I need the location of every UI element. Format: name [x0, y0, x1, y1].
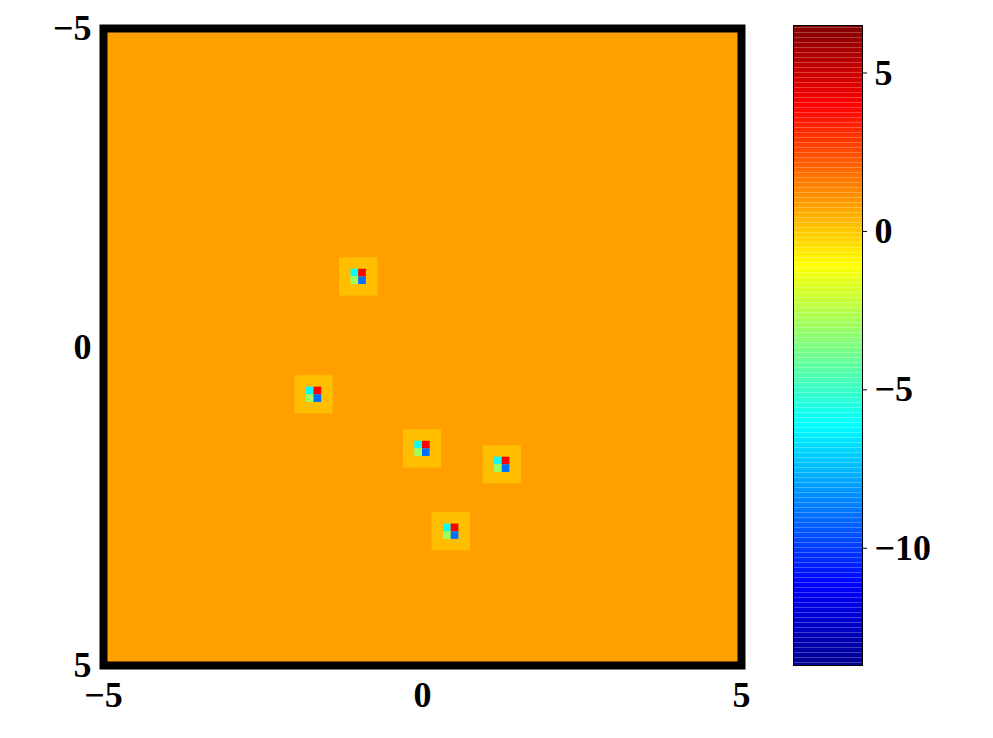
- svg-text:5: 5: [733, 675, 751, 715]
- svg-text:−5: −5: [53, 8, 92, 48]
- svg-text:−10: −10: [875, 528, 932, 568]
- svg-text:5: 5: [875, 53, 893, 93]
- svg-text:0: 0: [414, 675, 432, 715]
- svg-text:−5: −5: [875, 369, 914, 409]
- svg-text:−5: −5: [84, 675, 123, 716]
- svg-text:0: 0: [875, 211, 893, 251]
- svg-text:0: 0: [74, 327, 92, 367]
- svg-text:5: 5: [74, 645, 92, 685]
